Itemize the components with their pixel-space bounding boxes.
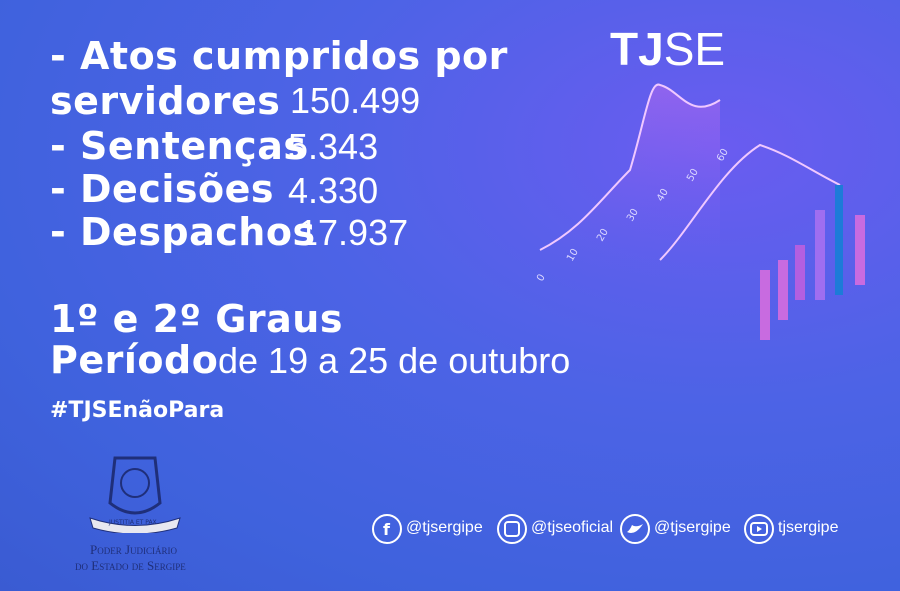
- emblem-line: Poder Judiciário: [90, 542, 178, 557]
- emblem-line: do Estado de Sergipe: [75, 558, 186, 573]
- social-handle[interactable]: tjsergipe: [778, 519, 839, 536]
- social-icons: f: [372, 514, 774, 544]
- decor-bar: [760, 270, 770, 340]
- decor-line: [539, 83, 721, 251]
- period-value: de 19 a 25 de outubro: [218, 340, 571, 381]
- emblem: [89, 456, 181, 533]
- decor-bar: [795, 245, 805, 300]
- brand-bold: TJ: [610, 23, 664, 75]
- decor-bar: [855, 215, 865, 285]
- stat-value: 150.499: [290, 80, 421, 121]
- social-handle[interactable]: @tjsergipe: [406, 519, 483, 536]
- svg-text:f: f: [383, 520, 391, 539]
- hashtag: #TJSEnãoPara: [50, 398, 225, 423]
- decor-area: [540, 84, 720, 281]
- social-handle[interactable]: @tjsergipe: [654, 519, 731, 536]
- decor-bar: [835, 185, 843, 295]
- stat-label: servidores: [50, 79, 281, 123]
- brand-light: SE: [663, 23, 726, 75]
- period-label: Período: [50, 338, 219, 382]
- stat-label: - Sentenças: [50, 124, 307, 168]
- decor-bar: [778, 260, 788, 320]
- stat-value: 17.937: [298, 212, 409, 253]
- stat-value: 5.343: [288, 126, 379, 167]
- emblem-motto: JUSTITIA ET PAX: [109, 519, 157, 526]
- stat-label: - Atos cumpridos por: [50, 34, 508, 78]
- social-handle[interactable]: @tjseoficial: [531, 519, 614, 536]
- stat-value: 4.330: [288, 170, 379, 211]
- decor-line: [659, 143, 841, 261]
- decor-bar: [815, 210, 825, 300]
- stat-label: - Decisões: [50, 167, 274, 211]
- scope: 1º e 2º Graus: [50, 297, 343, 341]
- brand: TJSE: [610, 22, 725, 76]
- stat-label: - Despachos: [50, 210, 316, 254]
- decor-tick: 0: [535, 272, 548, 283]
